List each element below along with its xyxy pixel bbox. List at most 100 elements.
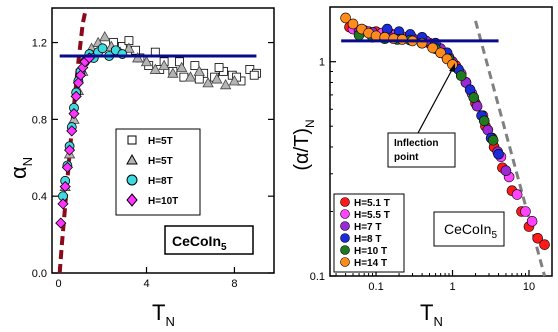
legend-label: H=5.1 T — [354, 198, 390, 209]
data-point — [176, 61, 188, 72]
data-point — [123, 42, 135, 53]
inflection-label: Inflection — [394, 138, 438, 149]
legend-label: H=5T — [148, 136, 173, 147]
left-axis-ticks: 0 4 8 0.0 0.4 0.8 1.2 — [32, 38, 274, 290]
data-point — [149, 63, 161, 74]
legend-marker — [340, 197, 350, 207]
data-point — [427, 42, 438, 54]
right-guides — [474, 20, 547, 277]
data-point — [500, 165, 512, 177]
data-point — [99, 30, 111, 42]
data-point — [184, 71, 197, 82]
data-point — [70, 90, 82, 102]
right-y-axis-label: (α/T)N — [291, 119, 317, 170]
data-point — [59, 181, 71, 193]
data-point — [140, 55, 153, 67]
data-point — [66, 125, 78, 137]
data-point — [370, 30, 382, 42]
data-point — [211, 73, 223, 84]
inflection-arrow — [417, 65, 455, 134]
compound-name: CeCoIn5 — [444, 221, 497, 241]
legend-label: H=8 T — [354, 234, 382, 245]
legend-marker — [340, 221, 350, 231]
left-chart: 0 4 8 0.0 0.4 0.8 1.2 H=5T H=5T H=8T H=10T CeC… — [6, 7, 275, 329]
legend-marker — [340, 209, 350, 219]
data-point — [190, 61, 200, 71]
left-compound-label: CeCoIn5 — [164, 225, 254, 255]
legend-marker — [340, 233, 350, 243]
right-chart: 0.1 1 10 0.1 1 Inflection point H=5.1 TH=5.5… — [291, 6, 553, 329]
legend-marker — [340, 245, 350, 255]
data-point — [487, 134, 499, 146]
data-point — [511, 189, 523, 200]
left-compound-box — [164, 225, 254, 255]
y-tick-label: 1.2 — [32, 38, 47, 50]
x-tick-label: 0.1 — [368, 281, 383, 293]
left-plot-frame — [51, 7, 275, 274]
data-point — [55, 217, 67, 229]
data-point — [468, 92, 480, 103]
left-x-axis-label: TN — [152, 300, 175, 329]
data-point — [526, 215, 538, 227]
data-point — [455, 70, 467, 82]
legend-label: H=10T — [148, 196, 178, 207]
data-point — [249, 70, 259, 80]
legend-label: H=7 T — [354, 222, 382, 233]
inflection-arrowhead — [449, 63, 455, 72]
data-point — [97, 43, 108, 54]
data-point — [478, 115, 490, 127]
y-tick-label: 0.1 — [310, 271, 325, 283]
y-tick-label: 0.4 — [32, 191, 47, 203]
data-point — [193, 65, 205, 76]
data-point — [340, 12, 351, 24]
data-point — [68, 108, 80, 120]
legend-marker-square — [127, 135, 137, 145]
x-tick-label: 4 — [143, 278, 149, 290]
data-point — [194, 74, 204, 84]
left-y-axis-label: αN — [6, 157, 35, 179]
data-point — [158, 59, 170, 71]
data-point — [64, 144, 76, 156]
left-data-marks — [55, 30, 261, 229]
legend-marker-triangle — [126, 153, 138, 165]
data-point — [347, 18, 359, 30]
y-tick-label: 0.0 — [32, 268, 47, 280]
legend-label: H=5T — [148, 156, 173, 167]
data-point — [539, 239, 550, 250]
y-tick-label: 0.8 — [32, 114, 47, 126]
legend-marker-circle — [126, 174, 138, 186]
data-point — [167, 67, 179, 78]
x-tick-label: 8 — [231, 278, 237, 290]
data-point — [57, 198, 69, 210]
right-compound-box — [433, 211, 505, 247]
data-point — [214, 63, 224, 72]
left-legend: H=5T H=5T H=8T H=10T — [115, 128, 201, 216]
data-point — [219, 78, 232, 90]
right-compound-label: CeCoIn5 — [433, 211, 505, 247]
legend-label: H=8T — [148, 176, 173, 187]
data-point — [532, 232, 543, 244]
x-tick-label: 10 — [523, 281, 535, 293]
legend-label: H=5.5 T — [354, 210, 390, 221]
left-guides — [57, 7, 89, 274]
data-point — [61, 161, 73, 173]
x-tick-label: 1 — [449, 281, 455, 293]
power-law-dashed-line — [474, 20, 547, 277]
legend-marker — [340, 257, 350, 267]
right-legend: H=5.1 TH=5.5 TH=7 TH=8 TH=10 TH=14 T — [333, 193, 405, 273]
inflection-label: point — [394, 152, 419, 163]
data-point — [202, 77, 214, 88]
inflection-annotation: Inflection point — [387, 63, 456, 168]
legend-marker-diamond — [126, 193, 138, 207]
inflection-box — [387, 132, 456, 168]
data-point — [435, 47, 446, 59]
x-tick-label: 0 — [56, 278, 62, 290]
legend-label: H=14 T — [354, 258, 387, 269]
right-x-axis-label: TN — [420, 300, 443, 329]
compound-name: CeCoIn5 — [172, 233, 227, 253]
data-point — [520, 206, 531, 217]
y-tick-label: 1 — [319, 57, 325, 69]
right-axis-ticks: 0.1 1 10 0.1 1 — [310, 57, 535, 293]
right-data-marks — [340, 12, 550, 250]
